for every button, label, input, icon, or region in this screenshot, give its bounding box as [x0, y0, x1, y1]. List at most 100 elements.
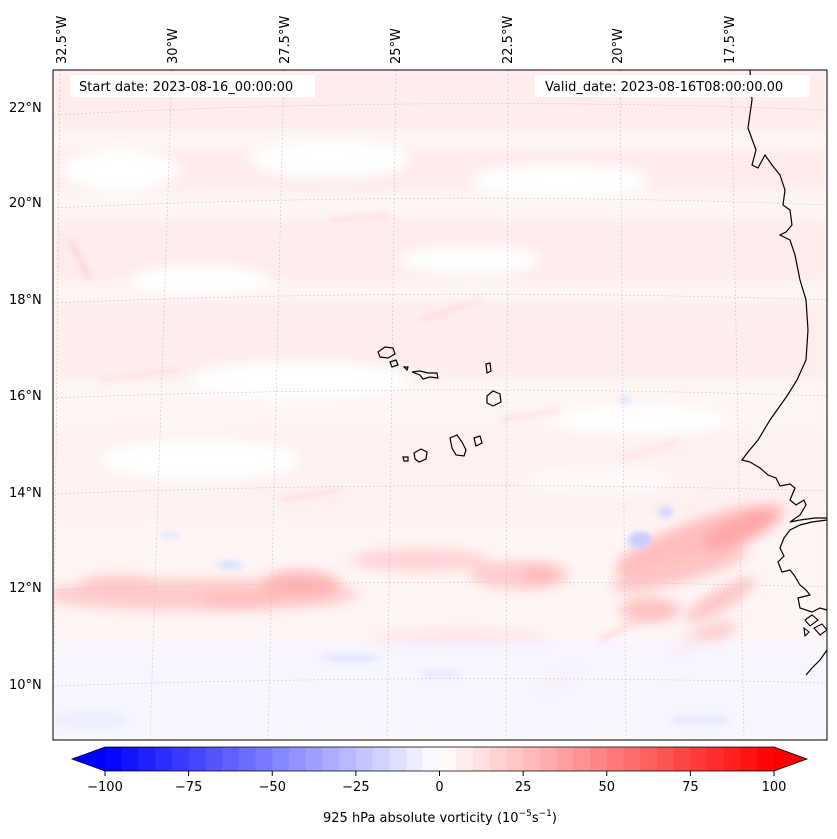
colorbar-segment: [439, 747, 457, 771]
colorbar-segment: [673, 747, 691, 771]
colorbar-segment: [389, 747, 407, 771]
cape-verde-islands: [377, 346, 502, 463]
colorbar-segment: [272, 747, 290, 771]
colorbar-segment: [539, 747, 558, 771]
lat-label-18n: 18°N: [9, 293, 42, 308]
colorbar-segment: [590, 747, 608, 771]
lon-label-25w: 25°W: [389, 28, 404, 64]
colorbar-segment: [205, 747, 223, 771]
sal-island: [485, 362, 492, 374]
colorbar-segment: [322, 747, 340, 771]
colorbar-segment: [288, 747, 307, 771]
colorbar-segment: [606, 747, 625, 771]
colorbar-segment: [456, 747, 474, 771]
sao-nicolau-island: [411, 370, 439, 380]
west-africa-coastline: [740, 70, 827, 523]
colorbar-segment: [339, 747, 357, 771]
colorbar-segment: [707, 747, 725, 771]
colorbar-tick-label: 0: [435, 780, 443, 795]
lat-label-12n: 12°N: [9, 581, 42, 596]
santiago-island: [449, 434, 467, 457]
colorbar-segment: [556, 747, 574, 771]
vorticity-streaks: [67, 212, 681, 643]
map-area: Start date: 2023-08-16_00:00:00 Valid_da…: [53, 70, 827, 740]
colorbar-segment: [155, 747, 173, 771]
colorbar-min-extend: [72, 747, 105, 771]
colorbar-segment: [623, 747, 641, 771]
brava-island: [402, 456, 409, 462]
colorbar-tick-label: 75: [682, 780, 699, 795]
colorbar-segment: [723, 747, 742, 771]
colorbar-segment: [656, 747, 675, 771]
lon-label-22-5w: 22.5°W: [501, 16, 516, 64]
colorbar-title: 925 hPa absolute vorticity (10−5s−1): [323, 809, 557, 826]
colorbar-segment: [640, 747, 658, 771]
lat-label-22n: 22°N: [9, 101, 42, 116]
colorbar-tick-label: 100: [762, 780, 787, 795]
lon-label-30w: 30°W: [166, 28, 181, 64]
valid-date-box: [535, 75, 810, 97]
colorbar-title-mid: s: [532, 811, 539, 826]
colorbar-tick-label: −75: [175, 780, 202, 795]
guinea-coast: [805, 649, 827, 676]
colorbar-segment: [305, 747, 324, 771]
colorbar-segment: [121, 747, 140, 771]
colorbar-segment: [690, 747, 708, 771]
colorbar-segment: [255, 747, 273, 771]
colorbar-segment: [222, 747, 240, 771]
colorbar-segment: [105, 747, 123, 771]
colorbar-segment: [472, 747, 491, 771]
colorbar-segment: [740, 747, 758, 771]
colorbar-segment: [422, 747, 441, 771]
lon-label-27-5w: 27.5°W: [278, 16, 293, 64]
lon-label-32-5w: 32.5°W: [55, 16, 70, 64]
senegal-coast: [777, 519, 827, 613]
colorbar-segment: [355, 747, 374, 771]
colorbar-tick-label: −100: [87, 780, 123, 795]
boa-vista-island: [486, 390, 502, 407]
colorbar-segments: [105, 747, 775, 771]
colorbar-title-exp2: −1: [539, 809, 552, 819]
lon-label-20w: 20°W: [611, 28, 626, 64]
colorbar-segment: [171, 747, 190, 771]
map-frame: [52, 69, 828, 741]
colorbar-segment: [489, 747, 508, 771]
santo-antao-island: [377, 346, 396, 359]
negative-vorticity-patches: [53, 395, 730, 730]
lat-label-10n: 10°N: [9, 678, 42, 693]
colorbar-segment: [138, 747, 156, 771]
colorbar-segment: [757, 747, 775, 771]
sao-vicente-island: [389, 359, 399, 368]
colorbar-segment: [406, 747, 424, 771]
colorbar-segment: [573, 747, 591, 771]
colorbar-segment: [188, 747, 206, 771]
colorbar-title-close: ): [552, 811, 557, 826]
colorbar-tick-label: −25: [342, 780, 369, 795]
colorbar-segment: [506, 747, 524, 771]
guinea-bissau-islands: [803, 614, 827, 638]
lat-label-16n: 16°N: [9, 389, 42, 404]
colorbar-segment: [372, 747, 390, 771]
colorbar-segment: [523, 747, 541, 771]
lat-label-20n: 20°N: [9, 196, 42, 211]
valid-date-label: Valid_date: 2023-08-16T08:00:00.00: [545, 80, 783, 95]
maio-island: [473, 435, 483, 447]
lat-label-14n: 14°N: [9, 486, 42, 501]
start-date-box: [70, 75, 315, 97]
colorbar-ticks: −100 −75 −50 −25 0 25 50 75 100: [87, 771, 786, 795]
colorbar-title-main: 925 hPa absolute vorticity (10: [323, 811, 519, 826]
longitude-labels: 32.5°W 30°W 27.5°W 25°W 22.5°W 20°W 17.5…: [55, 16, 738, 64]
colorbar-title-exp1: −5: [519, 809, 532, 819]
colorbar-tick-label: 25: [515, 780, 532, 795]
fogo-island: [413, 448, 428, 463]
colorbar-max-extend: [774, 747, 807, 771]
colorbar-tick-label: 50: [598, 780, 615, 795]
colorbar-segment: [238, 747, 257, 771]
lon-label-17-5w: 17.5°W: [723, 16, 738, 64]
santa-luzia-island: [402, 366, 409, 372]
colorbar: −100 −75 −50 −25 0 25 50 75 100 925 hPa absolute…: [70, 746, 809, 826]
colorbar-tick-label: −50: [259, 780, 286, 795]
latitude-labels: 22°N 20°N 18°N 16°N 14°N 12°N 10°N: [9, 101, 42, 693]
start-date-label: Start date: 2023-08-16_00:00:00: [79, 80, 293, 95]
